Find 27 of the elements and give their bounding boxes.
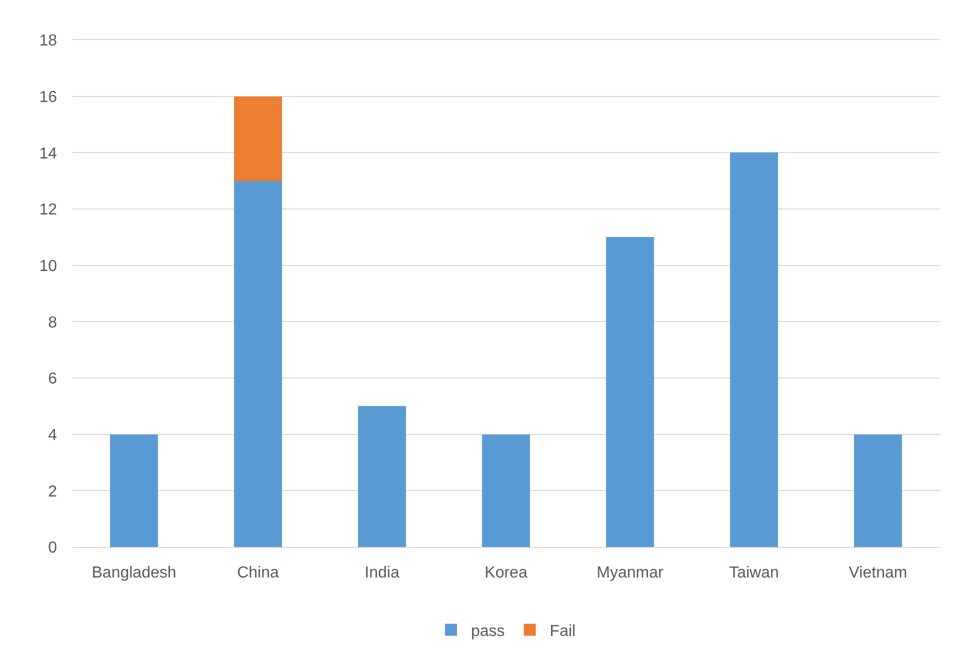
x-tick-label: Myanmar (596, 564, 664, 582)
y-tick-label: 18 (39, 32, 58, 50)
bar (358, 406, 406, 547)
y-tick-label: 4 (48, 426, 58, 444)
bar (110, 434, 158, 547)
bar (234, 180, 282, 547)
legend-label: pass (471, 623, 505, 640)
x-tick-label: China (237, 564, 279, 582)
y-tick-label: 10 (39, 258, 58, 275)
y-tick-label: 0 (48, 540, 58, 557)
bar (482, 434, 530, 547)
y-tick-label: 8 (48, 314, 58, 332)
x-tick-label: India (364, 564, 400, 582)
y-tick-label: 12 (39, 202, 58, 219)
legend-label: Fail (550, 623, 576, 640)
x-tick-label: Bangladesh (92, 564, 176, 582)
x-tick-label: Taiwan (729, 564, 779, 582)
bar (234, 96, 282, 181)
y-tick-label: 16 (39, 88, 58, 106)
x-tick-label: Korea (484, 564, 528, 582)
x-tick-label: Vietnam (848, 564, 908, 582)
bar (854, 434, 902, 547)
bar (730, 152, 778, 547)
y-tick-label: 14 (39, 145, 58, 162)
y-tick-label: 6 (48, 370, 58, 388)
y-tick-label: 2 (48, 483, 58, 500)
bar (606, 237, 654, 547)
